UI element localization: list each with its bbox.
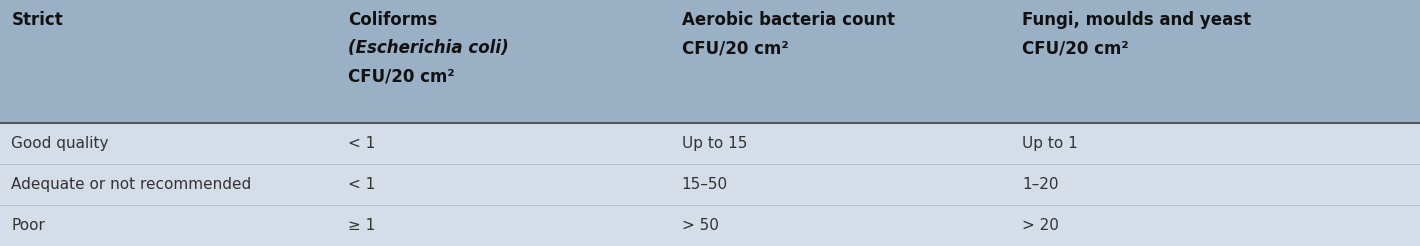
Text: Up to 1: Up to 1 [1022,136,1078,151]
Text: Adequate or not recommended: Adequate or not recommended [11,177,251,192]
Text: Strict: Strict [11,11,62,29]
Text: CFU/20 cm²: CFU/20 cm² [1022,39,1129,57]
Bar [0,164,1420,205]
Text: 1–20: 1–20 [1022,177,1059,192]
Text: < 1: < 1 [348,136,375,151]
Text: ≥ 1: ≥ 1 [348,218,375,233]
Bar [0,205,1420,246]
Text: 15–50: 15–50 [682,177,727,192]
Text: > 50: > 50 [682,218,719,233]
Text: < 1: < 1 [348,177,375,192]
Text: Coliforms: Coliforms [348,11,437,29]
Text: > 20: > 20 [1022,218,1059,233]
Text: Up to 15: Up to 15 [682,136,747,151]
Text: Good quality: Good quality [11,136,109,151]
Bar [0,123,1420,164]
Text: Poor: Poor [11,218,45,233]
Text: Fungi, moulds and yeast: Fungi, moulds and yeast [1022,11,1251,29]
Text: CFU/20 cm²: CFU/20 cm² [348,68,454,86]
Text: CFU/20 cm²: CFU/20 cm² [682,39,788,57]
Text: (Escherichia coli): (Escherichia coli) [348,39,508,57]
Bar [0,0,1420,123]
Text: Aerobic bacteria count: Aerobic bacteria count [682,11,895,29]
